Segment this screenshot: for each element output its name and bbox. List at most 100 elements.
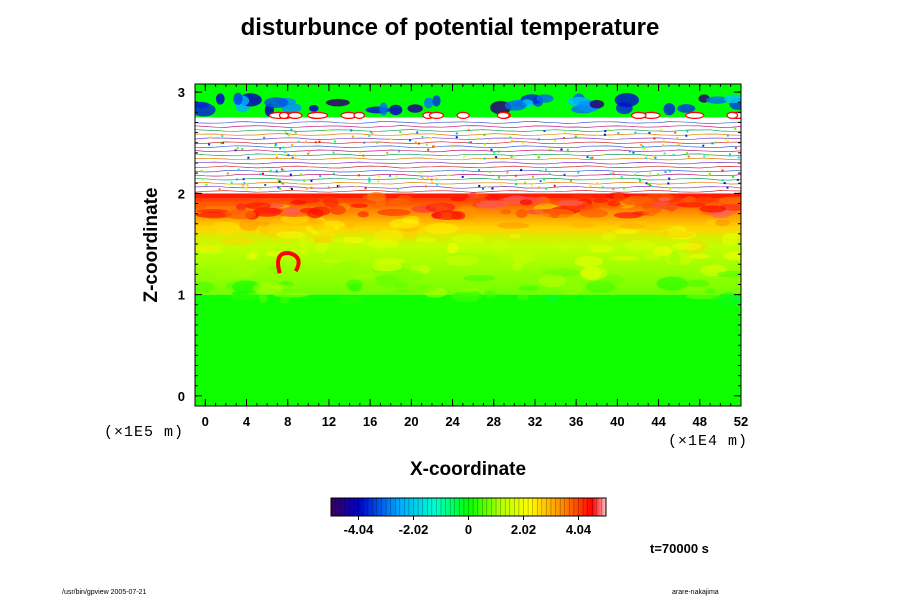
noise-speck	[545, 187, 548, 190]
heatmap-cell	[612, 192, 626, 202]
contour-line	[195, 133, 741, 136]
noise-speck	[617, 131, 620, 134]
noise-speck	[602, 154, 605, 157]
heatmap-cell	[267, 203, 285, 209]
noise-speck	[607, 129, 610, 132]
heatmap-cell	[447, 242, 458, 254]
noise-speck	[604, 130, 607, 133]
noise-speck	[736, 178, 739, 181]
noise-speck	[314, 141, 317, 144]
noise-speck	[368, 180, 371, 183]
noise-speck	[577, 171, 580, 174]
x-tick-label: 12	[322, 414, 336, 429]
noise-speck	[530, 184, 533, 187]
heatmap-cell	[389, 104, 403, 116]
contour-line	[195, 153, 741, 157]
y-axis-label: Z-coordinate	[141, 187, 162, 303]
heatmap-cell	[630, 111, 647, 119]
noise-speck	[668, 187, 671, 190]
noise-speck	[726, 134, 729, 137]
noise-speck	[643, 147, 646, 150]
noise-speck	[628, 150, 631, 153]
noise-speck	[491, 187, 494, 190]
noise-speck	[305, 187, 308, 190]
noise-speck	[432, 145, 435, 148]
heatmap-cell	[431, 212, 442, 219]
noise-speck	[622, 187, 625, 190]
noise-speck	[478, 184, 481, 187]
noise-speck	[562, 136, 565, 139]
noise-speck	[419, 172, 422, 175]
noise-speck	[483, 143, 486, 146]
noise-speck	[355, 185, 358, 188]
noise-speck	[711, 142, 714, 145]
heatmap-cell	[726, 111, 739, 119]
noise-speck	[549, 149, 552, 152]
noise-speck	[310, 179, 313, 182]
noise-speck	[278, 180, 281, 183]
x-tick-label: 8	[284, 414, 291, 429]
noise-speck	[378, 175, 381, 178]
noise-speck	[274, 144, 277, 147]
noise-speck	[687, 155, 690, 158]
heatmap-cell	[643, 207, 658, 217]
heatmap-cell	[255, 221, 272, 226]
heatmap-cell	[379, 102, 388, 116]
heatmap-cell	[504, 100, 527, 111]
noise-speck	[414, 141, 417, 144]
noise-speck	[218, 188, 221, 191]
heatmap-cell	[329, 205, 346, 215]
heatmap-cell	[236, 203, 247, 211]
contour-line	[195, 157, 741, 161]
noise-speck	[433, 145, 436, 148]
noise-speck	[291, 144, 294, 147]
heatmap-cell	[290, 200, 307, 205]
noise-speck	[230, 181, 233, 184]
colorbar-tick-label: -2.02	[399, 522, 429, 537]
noise-speck	[560, 148, 563, 151]
y-axis-unit: (×1E5 m)	[104, 424, 185, 441]
heatmap-cell	[614, 228, 639, 235]
noise-speck	[261, 172, 264, 175]
noise-speck	[524, 181, 527, 184]
noise-speck	[506, 171, 509, 174]
heatmap-cell	[323, 258, 341, 264]
noise-speck	[398, 150, 401, 153]
noise-speck	[539, 180, 542, 183]
noise-speck	[589, 157, 592, 160]
heatmap-cell	[220, 237, 256, 246]
noise-speck	[431, 181, 434, 184]
noise-speck	[703, 155, 706, 158]
heatmap-band	[195, 294, 741, 406]
heatmap-cell	[723, 251, 741, 261]
noise-speck	[289, 173, 292, 176]
heatmap-cell	[624, 239, 656, 252]
noise-speck	[649, 184, 652, 187]
noise-speck	[601, 186, 604, 189]
noise-speck	[351, 135, 354, 138]
contour-line	[195, 137, 741, 141]
heatmap-cell	[715, 219, 730, 227]
heatmap-cell	[704, 288, 716, 294]
noise-speck	[332, 172, 335, 175]
noise-speck	[603, 133, 606, 136]
noise-speck	[538, 186, 541, 189]
noise-speck	[221, 134, 224, 137]
heatmap-cell	[496, 222, 530, 229]
noise-speck	[427, 148, 430, 151]
heatmap-cell	[455, 241, 471, 250]
noise-speck	[490, 148, 493, 151]
heatmap-cell	[579, 209, 609, 218]
noise-speck	[269, 170, 272, 173]
noise-speck	[663, 152, 666, 155]
footer-author: arare-nakajima	[672, 589, 719, 596]
noise-speck	[308, 150, 311, 153]
heatmap-cell	[589, 99, 605, 109]
heatmap-cell	[195, 103, 216, 117]
noise-speck	[291, 156, 294, 159]
heatmap-cell	[224, 209, 256, 220]
noise-speck	[724, 138, 727, 141]
contour-line	[195, 185, 741, 189]
x-tick-label: 36	[569, 414, 583, 429]
noise-speck	[275, 153, 278, 156]
